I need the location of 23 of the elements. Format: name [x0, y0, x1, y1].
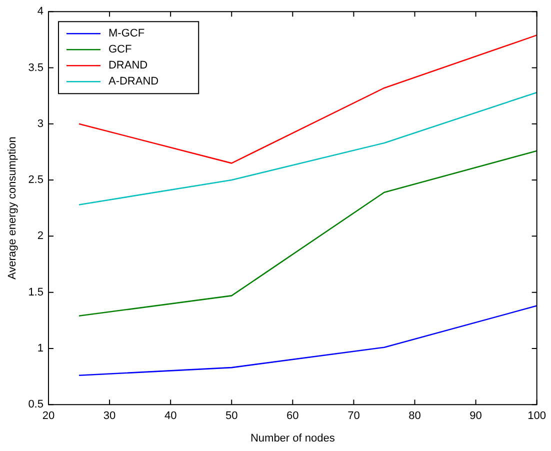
- y-tick-label: 2: [37, 230, 44, 242]
- y-axis-title: Average energy consumption: [6, 136, 19, 280]
- x-tick-label: 80: [408, 410, 421, 422]
- legend-label: DRAND: [108, 60, 148, 72]
- x-tick-label: 90: [470, 410, 482, 422]
- legend-label: A-DRAND: [108, 76, 159, 88]
- x-axis-title: Number of nodes: [250, 432, 336, 444]
- x-tick-label: 60: [286, 410, 299, 422]
- x-tick-label: 50: [225, 410, 238, 422]
- x-tick-label: 100: [528, 410, 546, 422]
- y-tick-label: 4: [37, 6, 44, 18]
- y-tick-label: 1.5: [28, 286, 44, 298]
- y-tick-label: 2.5: [28, 174, 44, 186]
- y-tick-label: 0.5: [28, 398, 44, 411]
- x-tick-label: 30: [103, 410, 116, 422]
- y-tick-label: 3.5: [28, 62, 44, 74]
- x-tick-label: 20: [42, 410, 55, 422]
- y-tick-label: 3: [37, 118, 44, 130]
- legend-label: GCF: [108, 44, 132, 56]
- legend-label: M-GCF: [108, 28, 145, 40]
- x-tick-label: 70: [348, 410, 360, 422]
- x-tick-label: 40: [164, 410, 177, 422]
- y-tick-label: 1: [37, 342, 44, 354]
